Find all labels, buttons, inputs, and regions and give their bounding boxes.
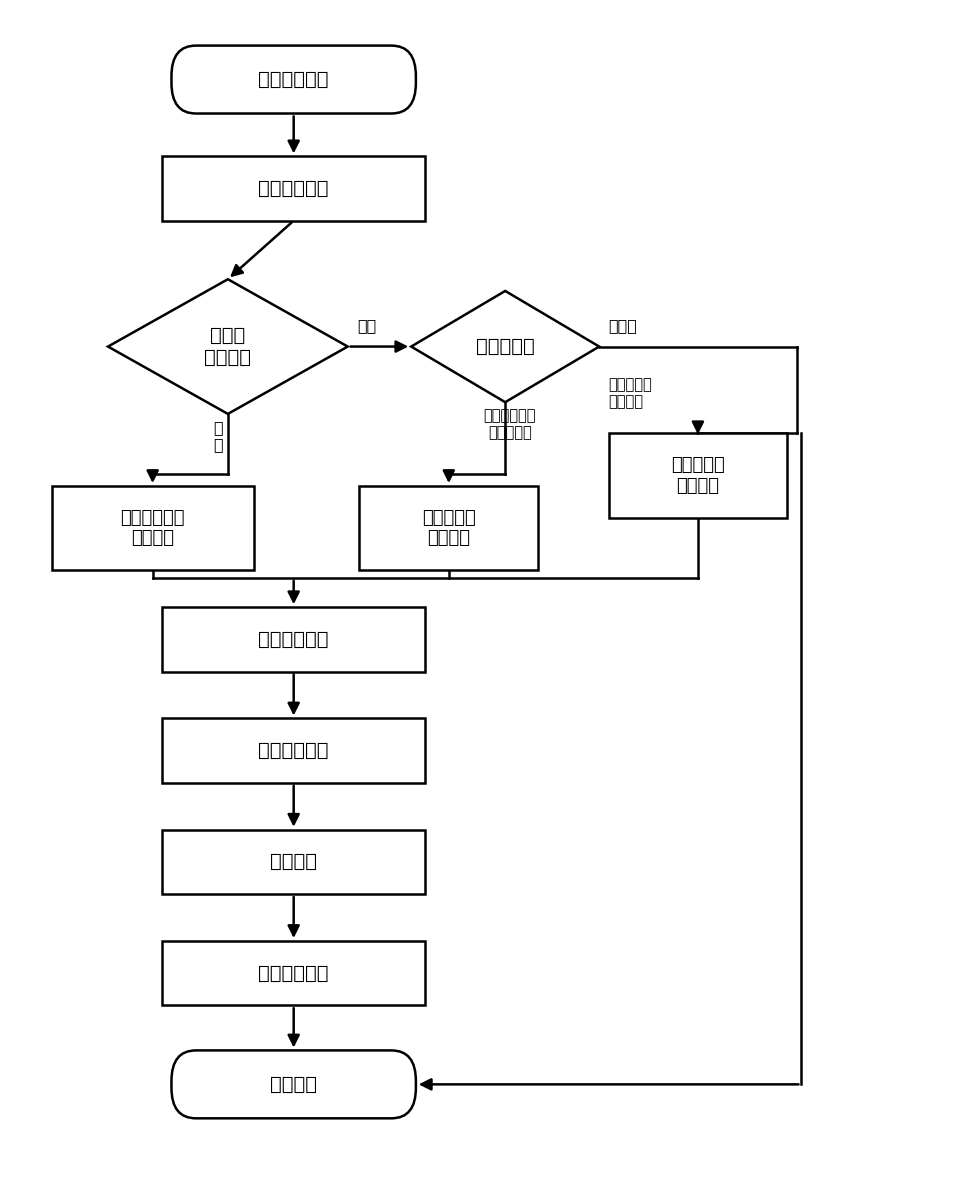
Text: 充电参数配置: 充电参数配置 <box>258 741 329 760</box>
Text: 准备低电压
模式充电: 准备低电压 模式充电 <box>670 456 724 495</box>
Bar <box>162 830 425 893</box>
Text: 充电结束阶段: 充电结束阶段 <box>258 963 329 982</box>
Text: 异
常: 异 常 <box>213 419 223 453</box>
Polygon shape <box>108 280 348 414</box>
Polygon shape <box>411 292 598 402</box>
Bar <box>162 941 425 1005</box>
Text: 等于电池组
额定电压: 等于电池组 额定电压 <box>608 377 652 410</box>
FancyBboxPatch shape <box>172 1050 416 1119</box>
Text: 充电阶段: 充电阶段 <box>270 852 316 871</box>
Text: 低压辅助上电: 低压辅助上电 <box>258 179 329 198</box>
Text: 外接电压值: 外接电压值 <box>476 337 534 356</box>
Bar <box>162 156 425 220</box>
Text: 等于电池组额
定电压之和: 等于电池组额 定电压之和 <box>483 408 536 441</box>
Text: 不匹配: 不匹配 <box>608 318 637 333</box>
Bar <box>359 486 537 570</box>
Text: 物理连接完成: 物理连接完成 <box>258 70 329 89</box>
Bar <box>608 434 786 518</box>
Text: 充电握手阶段: 充电握手阶段 <box>258 630 329 649</box>
Text: 电池组
工作状态: 电池组 工作状态 <box>204 326 251 367</box>
Bar <box>162 607 425 672</box>
Text: 准备保护充电
模式充电: 准备保护充电 模式充电 <box>120 508 185 547</box>
Text: 结束充电: 结束充电 <box>270 1075 316 1094</box>
Bar <box>51 486 253 570</box>
Text: 准备高电压
模式充电: 准备高电压 模式充电 <box>421 508 476 547</box>
Text: 正常: 正常 <box>356 318 376 333</box>
FancyBboxPatch shape <box>172 45 416 114</box>
Bar <box>162 718 425 783</box>
